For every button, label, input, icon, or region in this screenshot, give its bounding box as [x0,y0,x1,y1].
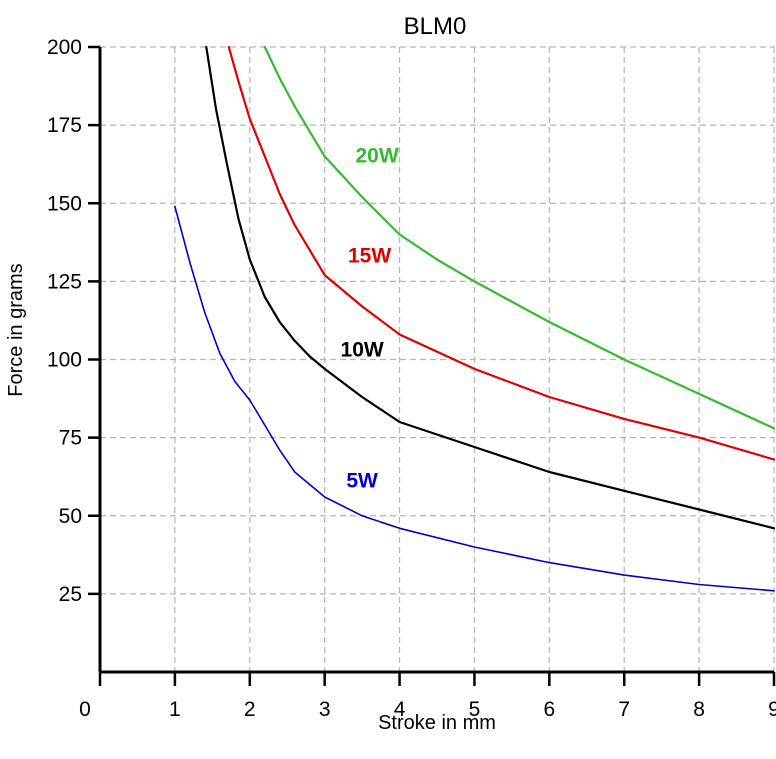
y-tick-label: 150 [47,192,82,215]
x-tick-label: 6 [543,698,555,721]
x-axis-label: Stroke in mm [378,712,496,734]
y-tick-label: 175 [47,114,82,137]
series-label-20w: 20W [355,145,398,168]
series-label-15w: 15W [348,245,391,268]
x-tick-label: 1 [169,698,181,721]
x-tick-label: 0 [79,698,91,721]
x-tick-label: 9 [768,698,776,721]
series-lines [174,45,776,592]
series-line-5w [174,205,775,592]
series-line-20w [263,45,776,430]
series-label-10w: 10W [341,338,384,361]
y-tick-label: 50 [59,505,82,528]
y-tick-label: 75 [59,427,82,450]
series-line-10w [205,45,776,530]
y-tick-label: 25 [59,583,82,606]
x-tick-label: 7 [618,698,630,721]
axes: 0 1 2 3 4 5 6 7 8 9 25 50 75 100 125 150 175 200 [47,36,776,721]
y-tick-label: 100 [47,349,82,372]
grid [100,46,775,672]
series-line-15w [227,45,776,461]
chart-title: BLM0 [404,13,467,40]
y-tick-label: 200 [47,36,82,59]
y-axis-label: Force in grams [5,263,27,396]
series-label-5w: 5W [346,470,378,493]
y-tick-label: 125 [47,270,82,293]
x-tick-label: 4 [394,698,406,721]
x-tick-label: 3 [319,698,331,721]
series-labels: 20W 15W 10W 5W [341,145,399,493]
x-tick-label: 2 [244,698,256,721]
x-tick-label: 5 [469,698,481,721]
x-tick-label: 8 [693,698,705,721]
